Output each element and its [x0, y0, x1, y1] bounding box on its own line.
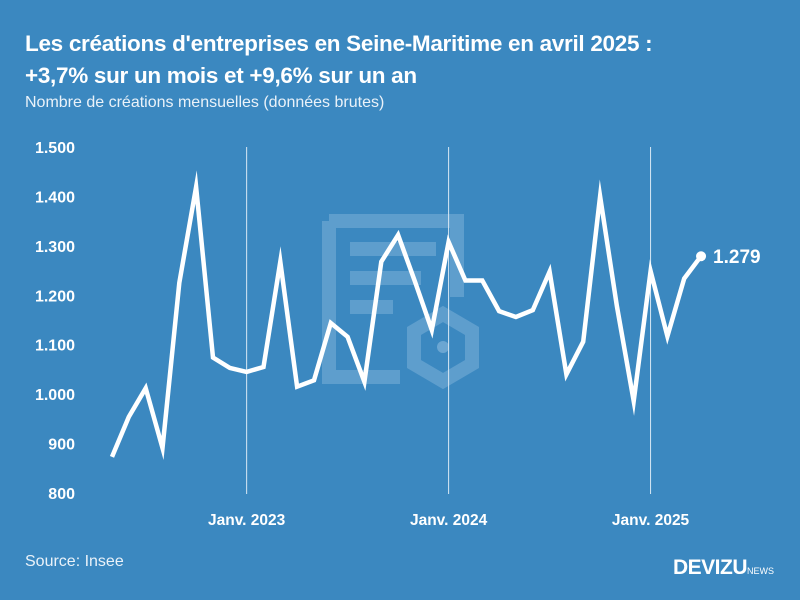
y-tick-label: 1.400: [35, 189, 75, 206]
vertical-gridlines: [246, 147, 652, 494]
series-path: [109, 170, 703, 461]
y-tick-label: 1.100: [35, 338, 75, 355]
brand-suffix: NEWS: [747, 566, 775, 576]
y-tick-label: 800: [48, 486, 75, 503]
x-tick-label: Janv. 2025: [612, 512, 690, 529]
y-tick-label: 1.300: [35, 239, 75, 256]
title-line-1: Les créations d'entreprises en Seine-Mar…: [25, 31, 653, 56]
chart-subtitle: Nombre de créations mensuelles (données …: [25, 94, 385, 111]
y-tick-label: 1.500: [35, 140, 75, 157]
watermark-hexagon-icon: [407, 305, 479, 390]
y-axis-ticks: 800 900 1.000 1.100 1.200 1.300 1.400 1.500: [35, 140, 75, 503]
brand-name: DEVIZU: [673, 556, 748, 579]
watermark-circle: [437, 341, 449, 353]
title-line-2: +3,7% sur un mois et +9,6% sur un an: [25, 63, 417, 88]
x-axis-ticks: Janv. 2023 Janv. 2024 Janv. 2025: [208, 512, 690, 529]
last-point-marker: [696, 251, 707, 262]
watermark-document-icon: [322, 214, 464, 384]
watermark-logo: [322, 214, 479, 390]
brand-logo: DEVIZUNEWS: [673, 556, 774, 580]
chart-title: Les créations d'entreprises en Seine-Mar…: [25, 28, 785, 92]
y-tick-label: 900: [48, 437, 75, 454]
y-tick-label: 1.000: [35, 387, 75, 404]
last-value-label: 1.279: [713, 247, 761, 268]
x-tick-label: Janv. 2023: [208, 512, 286, 529]
series-line: 1.279: [109, 170, 761, 461]
x-tick-label: Janv. 2024: [410, 512, 488, 529]
source-note: Source: Insee: [25, 553, 124, 570]
y-tick-label: 1.200: [35, 288, 75, 305]
